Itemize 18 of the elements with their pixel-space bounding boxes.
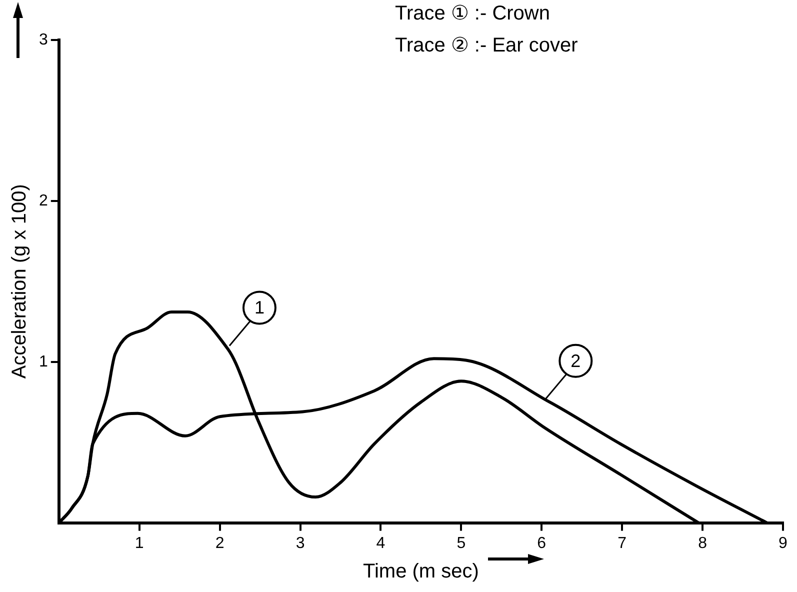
y-axis-title: Acceleration (g x 100) [8, 184, 31, 379]
x-tick-label: 7 [618, 534, 627, 552]
y-tick-label: 1 [38, 353, 48, 370]
x-tick-label: 9 [778, 534, 788, 552]
y-tick-label: 2 [38, 192, 48, 210]
x-axis-title: Time (m sec) [362, 560, 479, 583]
x-tick-label: 2 [215, 534, 224, 552]
x-tick-label: 4 [376, 534, 386, 552]
annotation: Trace ② :- Ear cover [395, 34, 578, 57]
x-tick-label: 5 [456, 534, 466, 552]
y-tick-label: 3 [38, 31, 48, 48]
x-tick-label: 1 [134, 534, 144, 552]
annotation: 2 [570, 350, 581, 371]
text: Trace ① :- Crown [395, 2, 550, 25]
x-tick-label: 3 [296, 534, 305, 552]
x-tick-label: 8 [698, 534, 708, 552]
annotation: 1 [254, 298, 264, 318]
x-tick-label: 6 [537, 534, 546, 552]
